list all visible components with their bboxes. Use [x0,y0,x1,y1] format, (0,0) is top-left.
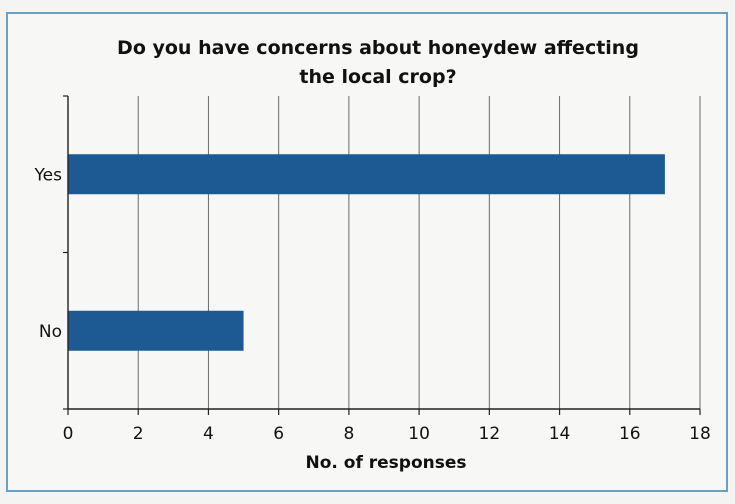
bar-yes [68,154,665,195]
chart-frame [6,12,728,492]
category-label-yes: Yes [34,165,63,185]
x-tick-label-16: 16 [619,424,641,444]
x-axis-label: No. of responses [305,453,466,473]
x-tick-label-4: 4 [203,424,214,444]
grid-lines [137,96,701,409]
x-tick-label-14: 14 [549,424,571,444]
x-tick-label-12: 12 [479,424,501,444]
x-tick-label-6: 6 [273,424,284,444]
x-tick-label-2: 2 [133,424,144,444]
x-tick-label-18: 18 [689,424,711,444]
x-tick-label-0: 0 [63,424,74,444]
x-tick-label-8: 8 [343,424,354,444]
chart-title-line-1: Do you have concerns about honeydew affe… [117,37,639,59]
axes [63,95,701,415]
category-label-no: No [39,322,62,342]
chart-title-line-2: the local crop? [299,66,456,88]
bars [68,154,665,351]
x-tick-label-10: 10 [408,424,430,444]
category-labels: Yes No [34,165,63,342]
bar-no [68,310,244,351]
x-tick-labels: 0 2 4 6 8 10 12 14 16 18 [63,424,711,444]
